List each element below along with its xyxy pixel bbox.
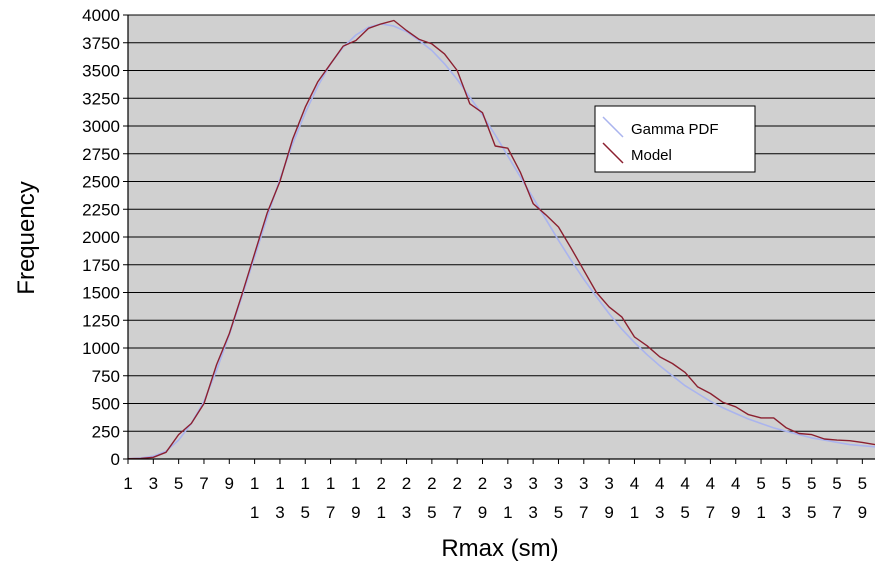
x-tick-label-second-line: 1: [250, 503, 259, 522]
x-tick-label: 1: [301, 474, 310, 493]
y-tick-label: 3750: [82, 34, 120, 53]
x-tick-label: 1: [123, 474, 132, 493]
x-tick-label-second-line: 7: [579, 503, 588, 522]
y-tick-label: 250: [92, 422, 120, 441]
x-tick-label: 3: [604, 474, 613, 493]
series-line-gamma-pdf: [127, 23, 875, 460]
x-tick-label-second-line: 9: [478, 503, 487, 522]
x-tick-label-second-line: 3: [655, 503, 664, 522]
x-tick-label: 2: [452, 474, 461, 493]
y-tick-label: 1750: [82, 256, 120, 275]
x-tick-label-second-line: 5: [554, 503, 563, 522]
series-lines: [127, 19, 875, 460]
x-tick-label-second-line: 3: [782, 503, 791, 522]
x-tick-label-second-line: 5: [807, 503, 816, 522]
legend-swatch-gamma-pdf: [602, 116, 624, 138]
x-tick-label-second-line: 3: [275, 503, 284, 522]
y-tick-label: 1000: [82, 339, 120, 358]
x-tick-label: 3: [554, 474, 563, 493]
y-tick-labels: 0 250 500 750 1000 1250 1500 1750 2000 2250 2500 27…: [82, 6, 128, 469]
legend-label-model: Model: [631, 147, 672, 164]
x-tick-label-second-line: 7: [706, 503, 715, 522]
x-tick-label: 1: [250, 474, 259, 493]
x-tick-label-second-line: 7: [326, 503, 335, 522]
x-tick-label-second-line: 7: [452, 503, 461, 522]
x-tick-label: 4: [630, 474, 639, 493]
x-tick-label: 5: [174, 474, 183, 493]
x-tick-label: 3: [149, 474, 158, 493]
y-tick-label: 2500: [82, 173, 120, 192]
x-tick-label: 2: [478, 474, 487, 493]
legend-box: [594, 105, 756, 173]
x-tick-labels: 1 3 5 7 9 11131517192123252729313335373941434…: [123, 459, 867, 522]
y-tick-label: 3250: [82, 89, 120, 108]
y-tick-label: 3000: [82, 117, 120, 136]
series-line-model: [127, 19, 875, 460]
x-tick-label: 4: [731, 474, 740, 493]
y-tick-label: 3500: [82, 62, 120, 81]
x-tick-label: 5: [756, 474, 765, 493]
x-tick-label: 2: [402, 474, 411, 493]
y-tick-label: 2250: [82, 200, 120, 219]
y-tick-label: 2000: [82, 228, 120, 247]
x-tick-label: 3: [528, 474, 537, 493]
y-tick-label: 0: [111, 450, 120, 469]
x-tick-label: 2: [427, 474, 436, 493]
y-tick-label: 4000: [82, 6, 120, 25]
x-tick-label-second-line: 1: [503, 503, 512, 522]
x-tick-label: 7: [199, 474, 208, 493]
x-axis-title: Rmax (sm): [441, 535, 558, 562]
y-tick-label: 1250: [82, 311, 120, 330]
x-tick-label: 3: [579, 474, 588, 493]
x-tick-label-second-line: 3: [528, 503, 537, 522]
x-tick-label: 3: [503, 474, 512, 493]
x-tick-label-second-line: 3: [402, 503, 411, 522]
x-tick-label-second-line: 9: [604, 503, 613, 522]
x-tick-label: 9: [225, 474, 234, 493]
legend-swatch-model: [602, 142, 624, 164]
y-tick-label: 2750: [82, 145, 120, 164]
x-tick-label: 4: [706, 474, 715, 493]
y-tick-label: 1500: [82, 284, 120, 303]
x-tick-label-second-line: 5: [427, 503, 436, 522]
x-tick-label-second-line: 9: [731, 503, 740, 522]
y-tick-label: 500: [92, 395, 120, 414]
x-tick-label: 1: [351, 474, 360, 493]
x-tick-label: 5: [807, 474, 816, 493]
x-tick-label: 5: [782, 474, 791, 493]
x-tick-label: 1: [326, 474, 335, 493]
legend-label-gamma-pdf: Gamma PDF: [631, 121, 719, 138]
x-tick-label: 4: [655, 474, 664, 493]
x-tick-label-second-line: 9: [351, 503, 360, 522]
x-tick-label: 4: [680, 474, 689, 493]
x-tick-label-second-line: 5: [301, 503, 310, 522]
x-tick-label: 5: [832, 474, 841, 493]
x-tick-label-second-line: 1: [376, 503, 385, 522]
x-tick-label-second-line: 1: [630, 503, 639, 522]
legend: Gamma PDF Model: [594, 105, 756, 173]
x-tick-label: 1: [275, 474, 284, 493]
x-tick-label-second-line: 1: [756, 503, 765, 522]
x-tick-label-second-line: 5: [680, 503, 689, 522]
y-tick-label: 750: [92, 367, 120, 386]
x-tick-label-second-line: 7: [832, 503, 841, 522]
x-tick-label: 2: [376, 474, 385, 493]
x-tick-label-second-line: 9: [858, 503, 867, 522]
y-axis-title: Frequency: [13, 181, 40, 294]
x-tick-label: 5: [858, 474, 867, 493]
